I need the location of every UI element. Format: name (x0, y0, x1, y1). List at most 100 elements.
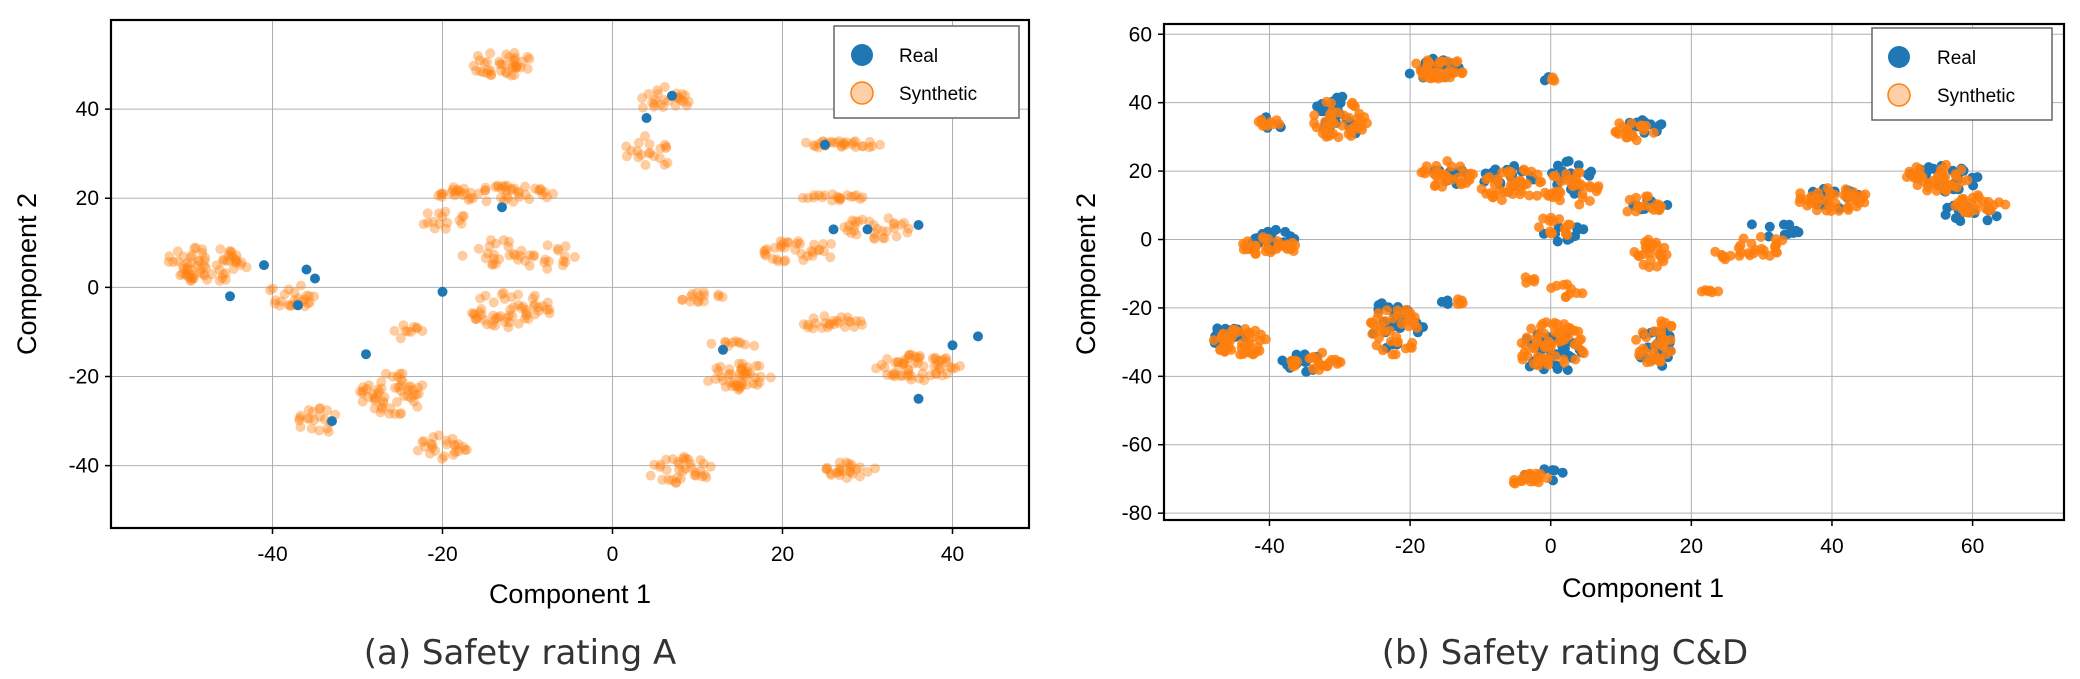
a-point-synthetic (869, 233, 880, 244)
a-point-synthetic (182, 271, 193, 282)
a-point-synthetic (227, 251, 238, 262)
a-point-synthetic (903, 223, 914, 234)
a-point-synthetic (493, 312, 504, 323)
b-point-synthetic (1437, 56, 1448, 67)
a-point-synthetic (225, 255, 236, 266)
a-point-synthetic (813, 245, 824, 256)
a-point-synthetic (930, 352, 941, 363)
a-point-synthetic (524, 250, 535, 261)
a-point-synthetic (889, 223, 900, 234)
b-point-synthetic (1960, 207, 1971, 217)
a-point-synthetic (841, 457, 852, 468)
b-point-synthetic (1518, 164, 1529, 175)
b-x-axis-label: Component 1 (1562, 573, 1724, 603)
b-point-synthetic (1634, 346, 1645, 357)
a-point-synthetic (463, 195, 474, 206)
a-point-synthetic (458, 441, 469, 452)
a-point-synthetic (844, 220, 855, 231)
a-point-synthetic (267, 283, 278, 294)
a-point-synthetic (659, 139, 670, 150)
a-point-synthetic (903, 352, 914, 363)
a-point-synthetic (890, 369, 901, 380)
a-point-synthetic (857, 319, 867, 330)
a-point-synthetic (698, 296, 709, 307)
a-point-synthetic (358, 382, 368, 393)
a-point-synthetic (450, 440, 461, 451)
a-point-synthetic (521, 308, 532, 319)
a-point-synthetic (315, 403, 326, 414)
a-point-synthetic (211, 260, 222, 271)
a-point-synthetic (824, 319, 835, 330)
a-point-synthetic (384, 408, 395, 419)
a-point-synthetic (661, 143, 672, 154)
b-point-real (1404, 68, 1415, 79)
a-point-synthetic (494, 56, 505, 67)
a-point-synthetic (475, 66, 486, 77)
b-point-synthetic (1547, 228, 1558, 239)
a-point-synthetic (846, 228, 857, 239)
b-point-synthetic (1250, 249, 1261, 259)
a-point-synthetic (480, 253, 491, 264)
b-point-synthetic (1634, 201, 1645, 212)
a-point-synthetic (181, 269, 192, 280)
b-point-synthetic (1260, 334, 1271, 345)
b-point-synthetic (1403, 321, 1414, 332)
b-point-synthetic (1532, 335, 1542, 346)
a-point-synthetic (393, 382, 404, 393)
a-point-synthetic (876, 359, 887, 370)
a-point-synthetic (855, 316, 866, 327)
a-point-synthetic (882, 354, 893, 364)
a-point-synthetic (544, 304, 555, 315)
b-plot-frame (1162, 22, 2066, 522)
a-point-synthetic (748, 378, 759, 389)
a-point-synthetic (453, 184, 463, 195)
a-point-synthetic (745, 368, 756, 379)
b-point-synthetic (1561, 291, 1571, 302)
a-point-synthetic (754, 360, 765, 371)
a-point-synthetic (840, 322, 850, 332)
a-point-synthetic (499, 317, 510, 327)
a-point-synthetic (540, 254, 551, 265)
a-point-synthetic (408, 390, 419, 401)
b-point-real (1950, 213, 1961, 224)
a-point-synthetic (436, 188, 447, 199)
a-point-synthetic (501, 312, 512, 323)
a-point-synthetic (855, 194, 866, 204)
a-point-synthetic (375, 407, 386, 418)
a-point-synthetic (736, 377, 747, 388)
a-point-synthetic (394, 368, 405, 379)
a-point-synthetic (224, 246, 235, 257)
a-point-synthetic (508, 248, 519, 259)
a-point-synthetic (553, 245, 564, 256)
a-point-synthetic (402, 326, 413, 337)
a-point-synthetic (775, 242, 786, 253)
a-point-synthetic (678, 96, 689, 107)
a-point-synthetic (207, 269, 218, 280)
a-point-synthetic (742, 379, 752, 390)
a-point-synthetic (686, 462, 697, 473)
b-point-synthetic (1922, 181, 1933, 192)
a-point-synthetic (501, 185, 512, 196)
b-point-synthetic (1705, 285, 1716, 296)
a-point-synthetic (518, 301, 529, 312)
a-point-synthetic (683, 96, 694, 107)
a-point-synthetic (185, 252, 196, 263)
a-point-synthetic (941, 353, 952, 363)
a-point-synthetic (527, 293, 538, 304)
a-point-synthetic (440, 223, 451, 234)
a-point-real (641, 113, 652, 123)
b-point-synthetic (1308, 351, 1319, 362)
a-point-synthetic (394, 409, 405, 420)
a-point-synthetic (742, 366, 753, 377)
a-point-synthetic (872, 223, 883, 234)
a-point-synthetic (486, 69, 497, 80)
a-point-synthetic (843, 458, 854, 469)
b-point-synthetic (1563, 219, 1574, 230)
a-point-synthetic (496, 192, 506, 203)
a-point-synthetic (698, 458, 709, 469)
a-point-real (327, 416, 337, 427)
a-point-synthetic (655, 459, 666, 470)
a-point-synthetic (910, 351, 921, 362)
b-point-synthetic (1527, 274, 1538, 285)
a-y-tick-label: 0 (87, 276, 99, 299)
